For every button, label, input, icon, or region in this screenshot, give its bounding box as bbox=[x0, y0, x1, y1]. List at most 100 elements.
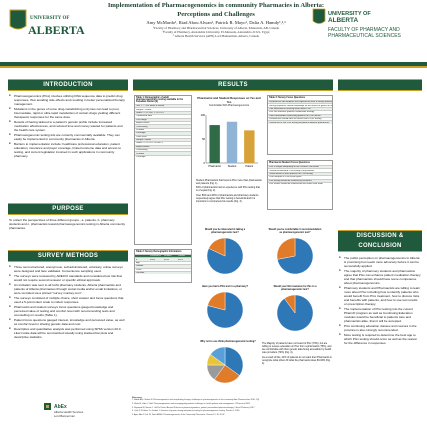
table-cell: Survey responses reveal knowledge on the… bbox=[269, 104, 332, 107]
university-of-alberta-logo: UNIVERSITY OF ALBERTA bbox=[9, 9, 85, 37]
table-row: Age bbox=[135, 260, 191, 264]
pie-3-plot bbox=[206, 291, 244, 329]
table-cell: Years bbox=[136, 268, 142, 271]
table-cell: PGx can enhance patients' medication the… bbox=[269, 111, 315, 114]
header-green-bar bbox=[0, 62, 427, 66]
bar-category-label: Pharmacist bbox=[208, 165, 221, 168]
bar-chart-tick-label: 50 bbox=[202, 137, 205, 141]
table-cell: Report format bbox=[136, 122, 150, 125]
discussion-bullet: Pharmacy students and Pharmacists are wi… bbox=[339, 286, 421, 306]
table-header-row: Pharmacist Student Patient bbox=[135, 254, 191, 258]
methods-bullet: Descriptive and quantitative analysis wa… bbox=[9, 327, 127, 339]
affiliation-1: ¹Faculty of Pharmacy and Pharmaceutical … bbox=[153, 25, 279, 30]
title-block: Implementation of Pharmacogenomics in co… bbox=[100, 2, 332, 38]
table-cell: I can interpret a PGx result report bbox=[269, 176, 302, 179]
note-item: The Majority of patients have not heard … bbox=[262, 342, 332, 355]
table-cell: Report format bbox=[136, 145, 150, 148]
table-row: I would like to see PGx testing availabl… bbox=[268, 120, 332, 124]
poster-title-line2: Perceptions and Challenges bbox=[177, 10, 255, 18]
discussion-heading: DISCUSSION & CONCLUSION bbox=[338, 230, 422, 252]
pie-2-plot bbox=[276, 237, 314, 275]
table-row: n n=83 n=35 n=25 bbox=[135, 257, 191, 261]
bar bbox=[244, 130, 255, 163]
table-cell: Pharmacists should have an active role i… bbox=[269, 118, 322, 121]
table-cell: I am interested in learning more about P… bbox=[269, 107, 311, 110]
table-2: Table 2: Survey Demographic Information … bbox=[134, 249, 192, 283]
introduction-bullet: Results of having tailored to a patient'… bbox=[9, 120, 127, 132]
table-row: I am interested in learning more about P… bbox=[268, 106, 332, 111]
table-3: Table 3: Survey Focus Questions Pharmaci… bbox=[267, 95, 333, 155]
alberta-health-services-logo: AbEx Alberta Health Services Lord Banner… bbox=[44, 403, 84, 418]
pie-chart-3: Have you had a PGx test in a pharmacy? bbox=[198, 285, 252, 341]
table-row: I can interpret a PGx result report bbox=[268, 175, 332, 178]
header-gold-bar bbox=[0, 66, 427, 68]
table-cell: Genes / CYP2C9, VKORC1 bbox=[136, 142, 163, 145]
results-heading: RESULTS bbox=[133, 79, 333, 91]
table-row: PGx is taught adequately in the PharmD c… bbox=[268, 165, 332, 169]
table-row: Sample / Saliva bbox=[135, 107, 191, 111]
table-row: I know where to refer patients for PGx t… bbox=[268, 171, 332, 176]
table-4: Pharmacist Student Focus Questions PGx i… bbox=[267, 160, 333, 210]
table-row: Years bbox=[135, 267, 191, 271]
pie-5-title: Why not to use think pharmacogenomic tes… bbox=[200, 340, 256, 343]
table-row: Other tests bbox=[135, 134, 191, 138]
methods-bullet: The surveys were reviewed by ARECCI stan… bbox=[9, 274, 127, 282]
footer-logo-line3: Lord Bannerman bbox=[54, 414, 75, 418]
svg-text:UNIVERSITY OF: UNIVERSITY OF bbox=[328, 11, 371, 17]
svg-text:ALBERTA: ALBERTA bbox=[28, 23, 85, 37]
table-row: Turnaround time bbox=[135, 114, 191, 117]
discussion-bullet: The implementation of PGx testing into t… bbox=[339, 307, 421, 323]
discussion-spacer bbox=[338, 79, 422, 91]
table-1-title: Table 1: Demographic of adult pharmacoge… bbox=[136, 97, 183, 103]
table-row: Report format bbox=[135, 120, 191, 125]
table-row: Provider bbox=[135, 151, 191, 155]
faculty-of-pharmacy-logo: UNIVERSITY OF ALBERTA FACULTY OF PHARMAC… bbox=[312, 8, 402, 39]
methods-bullet: An invitation was sent to all UofA pharm… bbox=[9, 283, 127, 295]
table-cell: Gender bbox=[136, 265, 144, 268]
bar-chart-tick-label: 0 bbox=[204, 161, 206, 165]
table-row: Coverage bbox=[135, 131, 191, 135]
pie-1-title: Would you be interested in taking a phar… bbox=[204, 228, 246, 234]
table-cell: I would recommend PGx testing to my pati… bbox=[269, 169, 315, 172]
table-cell: I feel comfortable counselling patients … bbox=[269, 114, 321, 117]
svg-text:UNIVERSITY OF: UNIVERSITY OF bbox=[30, 16, 69, 21]
pie-chart-2: Would you be comfortable in recommendati… bbox=[268, 228, 322, 284]
table-cell: Location bbox=[136, 272, 145, 275]
table-row: Coverage bbox=[135, 154, 191, 159]
table-cell: Coverage bbox=[136, 132, 146, 135]
pie-notes: The Majority of patients have not heard … bbox=[262, 342, 332, 366]
table-cell: PGx results should be shared with the he… bbox=[269, 183, 323, 186]
table-row: Survey responses reveal knowledge on the… bbox=[268, 103, 332, 107]
table-cell: Age bbox=[136, 261, 140, 264]
introduction-bullet: Mutations in the genes of some drug-meta… bbox=[9, 107, 127, 119]
table-cell: Provider bbox=[136, 152, 145, 155]
table-row: Sample / Blood bbox=[135, 137, 191, 142]
bar bbox=[226, 121, 238, 163]
table-cell: Coverage bbox=[136, 156, 146, 159]
table-header-cell: Patient bbox=[178, 255, 185, 258]
table-cell: Other tests bbox=[136, 135, 147, 138]
table-cell: I know where to refer patients for PGx t… bbox=[269, 172, 313, 175]
footer-logo-line1: AbEx bbox=[54, 404, 67, 410]
note-item: 84% of pharmacists had no experience wit… bbox=[196, 186, 260, 193]
methods-bullet: Pharmacist and student surveys focus que… bbox=[9, 305, 127, 317]
pie-4-plot bbox=[276, 294, 314, 332]
table-cell: Pharmacists and students are expected to… bbox=[269, 101, 332, 104]
pie-5-plot bbox=[206, 346, 244, 384]
table-cell: n=25 bbox=[178, 258, 183, 261]
purpose-heading: PURPOSE bbox=[8, 203, 128, 215]
pie-slice bbox=[276, 237, 296, 260]
methods-heading: SURVEY METHODS bbox=[8, 250, 128, 262]
introduction-bullet: Pharmacogenomics (PGx) involves utilizin… bbox=[9, 94, 127, 106]
note-item: As a result of this, 44% of patients do … bbox=[262, 355, 332, 365]
references: References 1. Bdeeb AN, Chokeir M. Pharm… bbox=[132, 397, 333, 417]
table-row: I would recommend PGx testing to my pati… bbox=[268, 168, 332, 172]
pie-slice bbox=[284, 294, 296, 314]
methods-body: Three semi-structured, anonymous, self-a… bbox=[9, 265, 127, 340]
pie-3-title: Have you had a PGx test in a pharmacy? bbox=[201, 285, 249, 288]
pie-slice bbox=[224, 346, 244, 376]
footer-logo-line2: Alberta Health Services bbox=[54, 410, 84, 414]
bar-chart: Pharmacist and Student Responses on Yes … bbox=[196, 96, 262, 176]
table-cell: Test 1 — Test name & format bbox=[136, 105, 165, 108]
note-item: 2. Hinks M, Oden Y, Goff. Pharmacogenomi… bbox=[132, 403, 251, 405]
